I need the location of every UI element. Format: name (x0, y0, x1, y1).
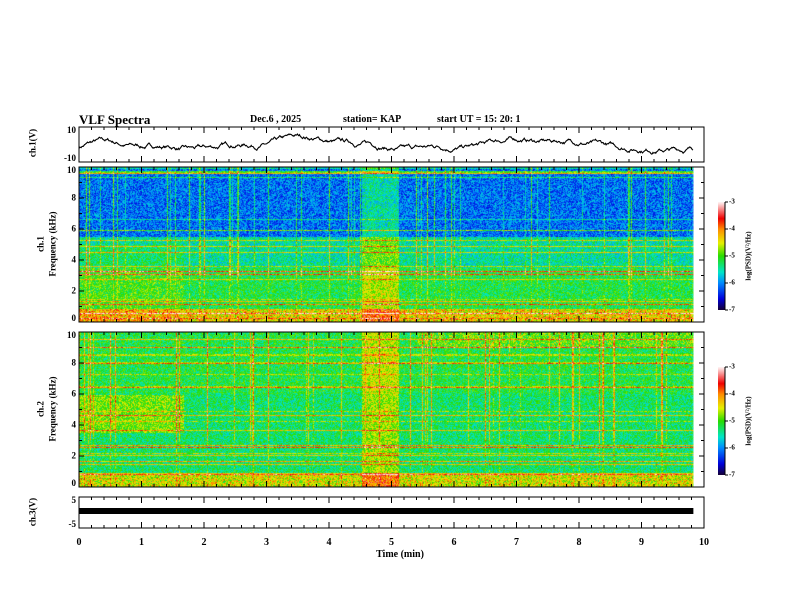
x-tick-label: 7 (514, 537, 519, 548)
y-tick-label: 0 (71, 478, 77, 488)
y-tick-label: 2 (71, 450, 77, 461)
x-tick-label: 4 (326, 537, 332, 548)
ch2-colorbar (718, 367, 725, 475)
ch2-colorbar-label: log(PSD)(V²/Hz) (744, 396, 753, 446)
panel-frame-2 (78, 331, 705, 488)
colorbar-tick-label: -3 (729, 197, 735, 206)
y-tick-label: 5 (71, 495, 77, 505)
y-tick-label: 6 (71, 223, 77, 234)
ch1-waveform-line (78, 133, 694, 155)
y-tick-label: 10 (67, 330, 76, 340)
x-tick-label: 3 (264, 537, 269, 548)
x-tick-label: 10 (699, 537, 709, 548)
ch1-spectrogram (79, 167, 694, 322)
ch1-spec-ylabel-ch: ch.1 (35, 236, 46, 252)
colorbar-tick-label: -4 (729, 224, 735, 233)
x-tick-label: 0 (76, 537, 82, 548)
colorbar-tick-label: -3 (729, 362, 735, 371)
y-tick-label: 4 (71, 254, 77, 265)
x-tick-label: 2 (201, 537, 207, 548)
y-tick-label: 8 (71, 357, 77, 368)
x-axis-label: Time (min) (376, 549, 424, 560)
date-label: Dec.6 , 2025 (250, 114, 302, 125)
panel-frame-1 (78, 166, 705, 323)
ch1-colorbar (718, 202, 725, 310)
x-tick-label: 1 (139, 537, 144, 548)
ch2-spec-ylabel-freq: Frequency (kHz) (47, 376, 58, 442)
y-tick-label: 10 (67, 125, 76, 135)
y-tick-label: 8 (71, 192, 77, 203)
ch1-spec-ylabel-freq: Frequency (kHz) (47, 211, 58, 277)
ch2-spec-ylabel-ch: ch.2 (35, 401, 46, 417)
colorbar-tick-label: -6 (729, 443, 735, 452)
y-tick-label: 0 (71, 313, 77, 323)
y-tick-label: -10 (64, 153, 76, 163)
y-tick-label: 4 (71, 419, 77, 430)
x-tick-label: 8 (576, 537, 582, 548)
y-tick-label: 10 (67, 165, 76, 175)
ch1-ylabel: ch.1(V) (27, 128, 38, 158)
colorbar-tick-label: -7 (729, 305, 735, 314)
colorbar-tick-label: -5 (729, 416, 735, 425)
ch3-waveform-band (79, 508, 694, 514)
start-time-label: start UT = 15: 20: 1 (437, 114, 521, 125)
x-tick-label: 6 (451, 537, 457, 548)
x-tick-label: 9 (639, 537, 644, 548)
x-tick-label: 5 (389, 537, 394, 548)
figure-title: VLF Spectra (79, 112, 151, 127)
colorbar-tick-label: -4 (729, 389, 735, 398)
ch1-colorbar-label: log(PSD)(V²/Hz) (744, 231, 753, 281)
y-tick-label: -5 (68, 519, 77, 529)
y-tick-label: 6 (71, 388, 77, 399)
y-tick-label: 2 (71, 285, 77, 296)
ch3-ylabel: ch.3(V) (27, 497, 38, 527)
station-label: station= KAP (343, 114, 402, 125)
colorbar-tick-label: -5 (729, 251, 735, 260)
colorbar-tick-label: -7 (729, 470, 735, 479)
colorbar-tick-label: -6 (729, 278, 735, 287)
ch2-spectrogram (79, 332, 694, 487)
